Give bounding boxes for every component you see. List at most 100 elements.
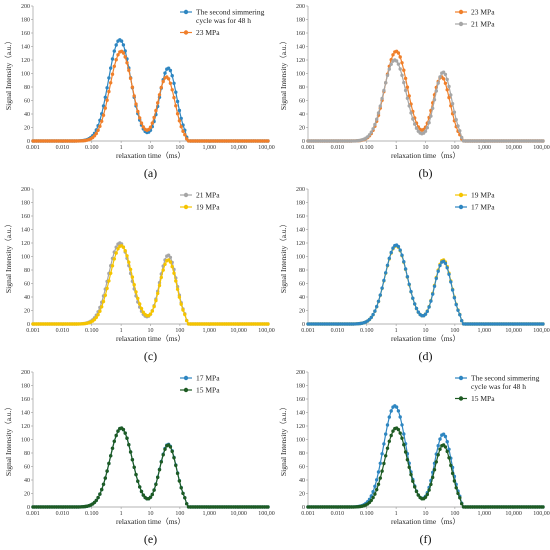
y-tick-label: 20 xyxy=(299,309,305,315)
data-point xyxy=(375,117,379,121)
legend: The second simmering cycle was for 48 h 23… xyxy=(180,8,265,37)
chart-svg: 0 20 40 60 80 100 120 140 160 180 200 0.001 0.010 0.1… xyxy=(4,370,275,546)
data-point xyxy=(387,67,391,71)
data-point xyxy=(181,129,185,133)
series-2 xyxy=(31,244,270,326)
data-point xyxy=(369,130,373,134)
data-point xyxy=(371,495,375,500)
data-point xyxy=(427,305,431,309)
data-point xyxy=(402,80,406,85)
x-tick-label: 1,000 xyxy=(203,328,217,334)
data-point xyxy=(154,482,158,487)
data-point xyxy=(445,77,449,82)
data-point xyxy=(132,94,136,98)
legend-label: The second simmering cycle was for 48 h xyxy=(471,374,540,392)
data-point xyxy=(400,61,404,65)
data-point xyxy=(445,440,449,444)
x-tick-label: 0.100 xyxy=(85,145,99,151)
data-point xyxy=(112,64,117,69)
y-axis-title: Signal Intensity（a.u.） xyxy=(279,37,288,110)
legend-item: 15 MPa xyxy=(180,386,220,395)
data-point xyxy=(385,73,390,78)
data-point xyxy=(177,108,182,113)
x-tick-label: 100 xyxy=(450,511,459,517)
data-point xyxy=(130,85,135,89)
y-tick-label: 60 xyxy=(24,465,30,471)
data-point xyxy=(458,313,462,317)
chart-svg: 0 20 40 60 80 100 120 140 160 180 200 0.001 0.010 0.1… xyxy=(279,370,550,546)
data-point xyxy=(423,129,428,133)
data-point xyxy=(403,88,408,93)
y-tick-label: 140 xyxy=(296,411,305,417)
x-tick-label: 1 xyxy=(395,511,398,517)
data-point xyxy=(174,104,178,108)
data-point xyxy=(434,460,438,464)
data-point xyxy=(168,255,173,260)
data-point xyxy=(107,279,111,283)
data-point xyxy=(94,498,99,503)
data-point xyxy=(163,447,167,451)
legend-label: 15 MPa xyxy=(196,386,220,395)
data-point xyxy=(436,444,440,448)
data-point xyxy=(373,309,377,313)
data-point xyxy=(376,470,381,474)
x-tick-label: 1 xyxy=(120,145,123,151)
data-point xyxy=(398,415,402,419)
data-point xyxy=(456,124,460,128)
data-point xyxy=(438,75,442,79)
data-point xyxy=(432,284,437,288)
data-point xyxy=(443,434,448,439)
data-point xyxy=(138,302,142,306)
y-tick-label: 60 xyxy=(24,99,30,105)
x-tick-label: 0.010 xyxy=(331,145,345,151)
y-tick-label: 120 xyxy=(296,241,305,247)
data-point xyxy=(427,488,431,492)
data-point xyxy=(177,119,182,123)
y-tick-label: 80 xyxy=(299,85,305,91)
y-tick-label: 160 xyxy=(21,31,30,37)
data-point xyxy=(414,489,419,494)
x-tick-label: 0.001 xyxy=(26,511,40,517)
legend: 21 MPa 19 MPa xyxy=(180,191,220,212)
data-point xyxy=(398,431,402,435)
data-point xyxy=(382,461,386,466)
series-line xyxy=(33,427,268,508)
x-tick-label: 10,000 xyxy=(505,328,522,334)
data-point xyxy=(98,124,102,128)
data-point xyxy=(449,280,453,284)
series-2 xyxy=(306,58,545,143)
data-point xyxy=(152,115,156,120)
data-point xyxy=(103,106,108,110)
y-tick-label: 20 xyxy=(299,126,305,132)
data-point xyxy=(148,495,153,499)
data-point xyxy=(100,305,104,309)
legend-item: 15 MPa xyxy=(455,394,495,403)
y-tick-label: 180 xyxy=(21,201,30,207)
data-point xyxy=(105,98,109,102)
y-tick-label: 180 xyxy=(296,18,305,24)
series-1 xyxy=(306,404,545,509)
data-point xyxy=(447,95,451,100)
x-tick-label: 10,000 xyxy=(230,145,247,151)
x-tick-label: 10 xyxy=(423,145,429,151)
data-point xyxy=(382,278,386,283)
data-point xyxy=(123,431,127,435)
data-point xyxy=(416,310,420,314)
legend-swatch-marker xyxy=(458,375,464,381)
series-line xyxy=(308,405,543,508)
data-point xyxy=(121,43,126,47)
y-tick-label: 40 xyxy=(299,295,305,301)
x-tick-label: 10 xyxy=(148,145,154,151)
x-axis-title: relaxation time（ms） xyxy=(116,334,185,343)
data-point xyxy=(450,288,455,292)
data-point xyxy=(413,122,417,126)
y-tick-label: 0 xyxy=(27,322,30,328)
data-point xyxy=(96,313,100,317)
legend-item: 23 MPa xyxy=(455,8,495,17)
legend-label: 17 MPa xyxy=(471,203,495,212)
y-tick-label: 200 xyxy=(21,187,30,193)
data-point xyxy=(183,312,187,317)
data-point xyxy=(541,139,545,143)
data-point xyxy=(405,275,410,279)
data-point xyxy=(387,415,391,419)
